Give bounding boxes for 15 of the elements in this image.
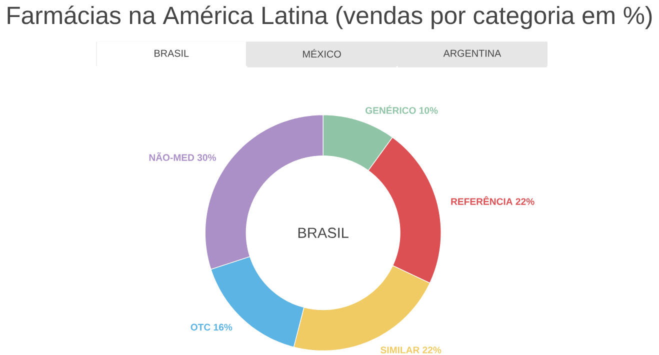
- text: BRASIL: [298, 228, 348, 238]
- data-label: 10%: [419, 107, 438, 114]
- data-label: 16%: [214, 324, 232, 331]
- text: MÉXICO: [303, 48, 341, 58]
- data-label: 22%: [422, 346, 442, 354]
- slice-label: GENÉRICO: [366, 105, 416, 114]
- slice-label: OTC: [190, 324, 210, 331]
- data-label: 30%: [197, 154, 216, 161]
- chart-title: Farmácias na América Latina (vendas por categoria em %): [8, 6, 652, 30]
- data-label: 22%: [516, 198, 534, 205]
- text: BRASIL: [154, 50, 189, 57]
- slice-label: REFERÊNCIA: [451, 196, 513, 205]
- text: ARGENTINA: [443, 50, 502, 57]
- slice-label: SIMILAR: [380, 346, 420, 354]
- slice-label: NÃO-MED: [149, 152, 194, 161]
